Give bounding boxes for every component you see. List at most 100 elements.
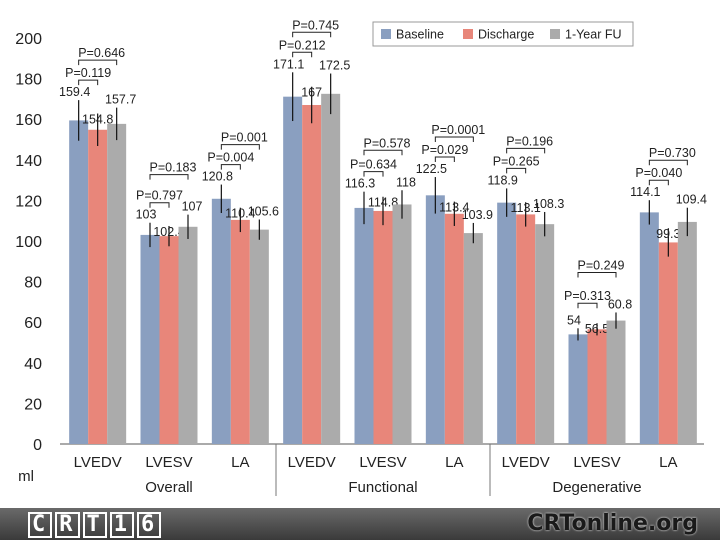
bar bbox=[516, 214, 536, 444]
y-tick-label: 40 bbox=[24, 356, 42, 373]
p-value-label: P=0.040 bbox=[635, 166, 682, 180]
bar bbox=[302, 104, 322, 445]
logo-letter: R bbox=[55, 512, 80, 538]
bar bbox=[535, 224, 555, 444]
y-tick-label: 120 bbox=[15, 193, 42, 210]
p-value-bracket bbox=[363, 171, 384, 177]
bar bbox=[425, 195, 445, 444]
p-value-bracket bbox=[149, 174, 189, 180]
p-value-bracket bbox=[434, 156, 455, 163]
bar bbox=[392, 204, 412, 444]
data-label: 109.4 bbox=[676, 193, 707, 207]
legend-swatch bbox=[381, 29, 391, 39]
data-label: 159.4 bbox=[59, 85, 90, 99]
y-tick-label: 60 bbox=[24, 315, 42, 332]
data-label: 157.7 bbox=[105, 93, 136, 107]
bar bbox=[159, 236, 179, 444]
y-tick-label: 160 bbox=[15, 112, 42, 129]
p-value-label: P=0.196 bbox=[506, 134, 553, 148]
group-label: Degenerative bbox=[552, 479, 641, 496]
p-value-label: P=0.183 bbox=[150, 161, 197, 175]
logo-letter: 1 bbox=[109, 512, 134, 538]
bar bbox=[587, 329, 607, 444]
bar bbox=[178, 226, 198, 444]
data-label: 103.9 bbox=[462, 208, 493, 222]
bar bbox=[639, 212, 659, 444]
p-value-label: P=0.249 bbox=[578, 258, 625, 272]
logo-letter: 6 bbox=[137, 512, 162, 538]
p-value-bracket bbox=[220, 144, 260, 150]
data-label: 116.3 bbox=[345, 177, 375, 191]
p-value-label: P=0.029 bbox=[421, 143, 468, 157]
category-label: LVESV bbox=[145, 454, 192, 471]
p-value-label: P=0.797 bbox=[136, 189, 183, 203]
category-label: LA bbox=[445, 454, 463, 471]
p-value-label: P=0.578 bbox=[364, 136, 411, 150]
data-label: 105.6 bbox=[248, 204, 279, 218]
y-axis-label: ml bbox=[18, 468, 34, 485]
category-label: LVEDV bbox=[74, 454, 122, 471]
p-value-label: P=0.265 bbox=[493, 154, 540, 168]
crtonline-logo: CRTonline.org bbox=[527, 511, 698, 536]
p-value-label: P=0.646 bbox=[78, 46, 125, 60]
p-value-bracket bbox=[292, 31, 332, 38]
legend-swatch bbox=[463, 29, 473, 39]
data-label: 120.8 bbox=[202, 170, 233, 184]
bar bbox=[658, 242, 678, 444]
p-value-bracket bbox=[506, 167, 527, 174]
bar bbox=[211, 198, 231, 444]
category-label: LVESV bbox=[573, 454, 620, 471]
bar bbox=[354, 207, 374, 444]
data-label: 102.4 bbox=[153, 225, 184, 239]
data-label: 118 bbox=[396, 175, 416, 189]
p-value-label: P=0.001 bbox=[221, 131, 268, 145]
bar bbox=[140, 234, 160, 444]
data-label: 108.3 bbox=[533, 197, 564, 211]
data-label: 60.8 bbox=[608, 297, 632, 311]
data-label: 99.3 bbox=[656, 227, 680, 241]
legend-box bbox=[372, 21, 634, 47]
bar bbox=[463, 233, 483, 444]
data-label: 172.5 bbox=[319, 59, 350, 73]
data-label: 110.4 bbox=[225, 207, 255, 221]
p-value-bracket bbox=[149, 202, 170, 208]
bar bbox=[88, 129, 108, 445]
data-label: 113.4 bbox=[439, 201, 469, 215]
bar bbox=[283, 96, 303, 445]
p-value-label: P=0.004 bbox=[207, 151, 254, 165]
category-label: LA bbox=[231, 454, 249, 471]
y-tick-label: 140 bbox=[15, 153, 42, 170]
group-label: Overall bbox=[145, 479, 193, 496]
legend-label: 1-Year FU bbox=[565, 28, 622, 42]
legend-label: Discharge bbox=[478, 28, 534, 42]
p-value-bracket bbox=[434, 136, 474, 143]
bar bbox=[497, 202, 517, 444]
p-value-bracket bbox=[78, 79, 99, 86]
p-value-bracket bbox=[648, 159, 688, 166]
p-value-label: P=0.634 bbox=[350, 158, 397, 172]
bar-chart: 0 20 40 60 80 100 120 140 160 180 200 ml 159.4 103 120… bbox=[15, 18, 707, 496]
logo-letter: C bbox=[28, 512, 53, 538]
data-label: 118.9 bbox=[487, 173, 517, 187]
p-value-label: P=0.212 bbox=[279, 38, 326, 52]
data-label: 56.5 bbox=[585, 322, 609, 336]
p-value-label: P=0.730 bbox=[649, 146, 696, 160]
data-label: 122.5 bbox=[416, 162, 447, 176]
bar bbox=[568, 334, 588, 444]
bar bbox=[373, 210, 393, 444]
data-label: 113.1 bbox=[510, 201, 540, 215]
p-value-bracket bbox=[220, 164, 241, 170]
p-value-label: P=0.745 bbox=[292, 18, 339, 32]
y-tick-label: 100 bbox=[15, 234, 42, 251]
bar bbox=[249, 229, 269, 444]
bar bbox=[606, 320, 626, 444]
bar bbox=[69, 120, 89, 444]
data-label: 114.8 bbox=[368, 196, 398, 210]
p-value-bracket bbox=[648, 179, 669, 186]
p-value-bracket bbox=[577, 302, 598, 309]
data-label: 54 bbox=[567, 313, 581, 327]
bar bbox=[321, 93, 341, 444]
bar bbox=[677, 221, 697, 444]
